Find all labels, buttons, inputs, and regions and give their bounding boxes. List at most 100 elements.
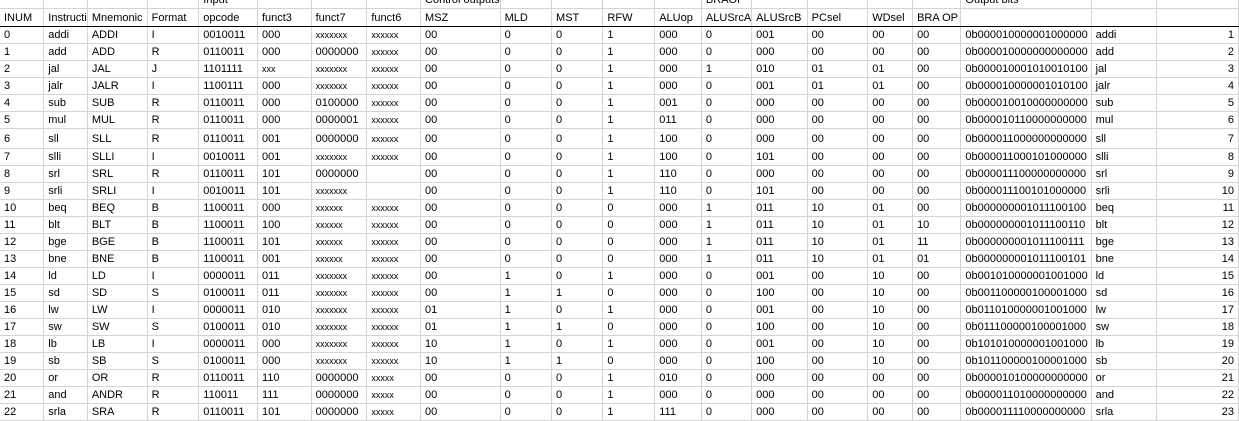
table-cell[interactable]: 000 [654,43,702,61]
table-cell[interactable]: 0 [551,128,604,149]
table-cell[interactable]: 00 [420,250,501,268]
table-cell[interactable]: B [147,233,200,251]
table-cell[interactable]: 11 [0,216,45,234]
table-cell[interactable]: 10 [1156,182,1239,200]
table-cell[interactable]: 000 [257,77,312,95]
table-cell[interactable]: 0010011 [198,148,258,166]
cell[interactable] [366,0,422,9]
table-cell[interactable]: LW [87,301,148,319]
table-cell[interactable]: 00 [912,318,962,336]
table-cell[interactable]: 10 [807,233,869,251]
table-cell[interactable]: 0b000000001011100101 [960,250,1092,268]
table-cell[interactable]: 10 [867,267,914,285]
table-cell[interactable]: S [147,284,200,302]
table-cell[interactable]: I [147,182,200,200]
table-cell[interactable]: LD [87,267,148,285]
section-output-label[interactable]: Output bits [960,0,1092,9]
table-cell[interactable]: 1 [602,386,656,404]
table-cell[interactable]: 0 [551,165,604,183]
table-cell[interactable]: 0 [701,301,753,319]
table-cell[interactable]: 0 [701,182,753,200]
table-cell[interactable]: 0010011 [198,182,258,200]
table-cell[interactable]: 0 [701,403,753,421]
table-cell[interactable]: 00 [420,148,501,166]
table-cell[interactable]: 0 [701,77,753,95]
table-cell[interactable]: lw [43,301,88,319]
table-cell[interactable]: xxxxxx [366,111,422,129]
table-cell[interactable]: xxxxxx [366,335,422,353]
table-cell[interactable]: 22 [0,403,45,421]
table-cell[interactable]: sll [43,128,88,149]
table-cell[interactable]: 0b101010000001001000 [960,335,1092,353]
table-cell[interactable]: 00 [420,216,501,234]
table-cell[interactable]: 00 [867,94,914,112]
table-cell[interactable]: 00 [912,284,962,302]
table-cell[interactable]: 16 [0,301,45,319]
table-cell[interactable]: 110011 [198,386,258,404]
table-cell[interactable]: 0110011 [198,128,258,149]
table-cell[interactable]: 0 [701,369,753,387]
table-cell[interactable]: srl [1091,165,1158,183]
table-cell[interactable]: 1 [602,111,656,129]
table-cell[interactable]: 0b000011000101000000 [960,148,1092,166]
table-cell[interactable]: S [147,318,200,336]
table-cell[interactable]: bge [43,233,88,251]
table-cell[interactable]: 00 [420,43,501,61]
cell[interactable] [551,0,604,9]
table-cell[interactable]: 21 [0,386,45,404]
table-cell[interactable]: R [147,94,200,112]
table-cell[interactable]: 00 [807,267,869,285]
table-cell[interactable]: 0b000010000001010100 [960,77,1092,95]
cell[interactable] [87,0,148,9]
table-cell[interactable]: 111 [257,386,312,404]
column-header[interactable]: MLD [500,8,553,27]
table-cell[interactable]: 10 [867,335,914,353]
table-cell[interactable]: xxxxxxx [311,60,368,78]
table-cell[interactable]: 110 [654,182,702,200]
table-cell[interactable]: 0 [551,267,604,285]
table-cell[interactable]: 10 [867,318,914,336]
table-cell[interactable]: sw [43,318,88,336]
section-control-label[interactable]: Control outputs [420,0,501,9]
table-cell[interactable]: 14 [0,267,45,285]
table-cell[interactable]: 1 [500,284,553,302]
table-cell[interactable]: ADDI [87,26,148,44]
column-header[interactable]: MSZ [420,8,501,27]
table-cell[interactable]: SW [87,318,148,336]
table-cell[interactable]: xxxxxx [366,284,422,302]
cell[interactable] [654,0,702,9]
table-cell[interactable]: 010 [751,60,808,78]
table-cell[interactable]: xxxxxx [366,267,422,285]
table-cell[interactable]: xxxxxx [366,233,422,251]
table-cell[interactable]: 101 [257,233,312,251]
table-cell[interactable]: addi [43,26,88,44]
table-cell[interactable]: and [43,386,88,404]
table-cell[interactable]: 000 [654,233,702,251]
table-cell[interactable]: 0 [551,301,604,319]
table-cell[interactable]: 000 [654,335,702,353]
table-cell[interactable]: bne [43,250,88,268]
table-cell[interactable]: 011 [751,216,808,234]
table-cell[interactable]: 01 [807,77,869,95]
table-cell[interactable]: 011 [257,284,312,302]
table-cell[interactable]: 1 [602,369,656,387]
table-cell[interactable]: 0000000 [311,165,368,183]
table-cell[interactable]: 0b001100000100001000 [960,284,1092,302]
table-cell[interactable]: SD [87,284,148,302]
table-cell[interactable]: LB [87,335,148,353]
table-cell[interactable]: 000 [654,216,702,234]
table-cell[interactable]: 0 [500,199,553,217]
table-cell[interactable]: lb [1091,335,1158,353]
table-cell[interactable]: or [1091,369,1158,387]
table-cell[interactable]: 0 [701,111,753,129]
table-cell[interactable]: 000 [257,335,312,353]
table-cell[interactable]: BLT [87,216,148,234]
table-cell[interactable]: 000 [654,26,702,44]
table-cell[interactable]: 00 [420,165,501,183]
table-cell[interactable]: 0 [500,182,553,200]
table-cell[interactable]: xxxxxxx [311,182,368,200]
table-cell[interactable]: 001 [751,77,808,95]
table-cell[interactable]: xxxxx [366,386,422,404]
table-cell[interactable]: 00 [912,199,962,217]
table-cell[interactable]: 0000000 [311,43,368,61]
